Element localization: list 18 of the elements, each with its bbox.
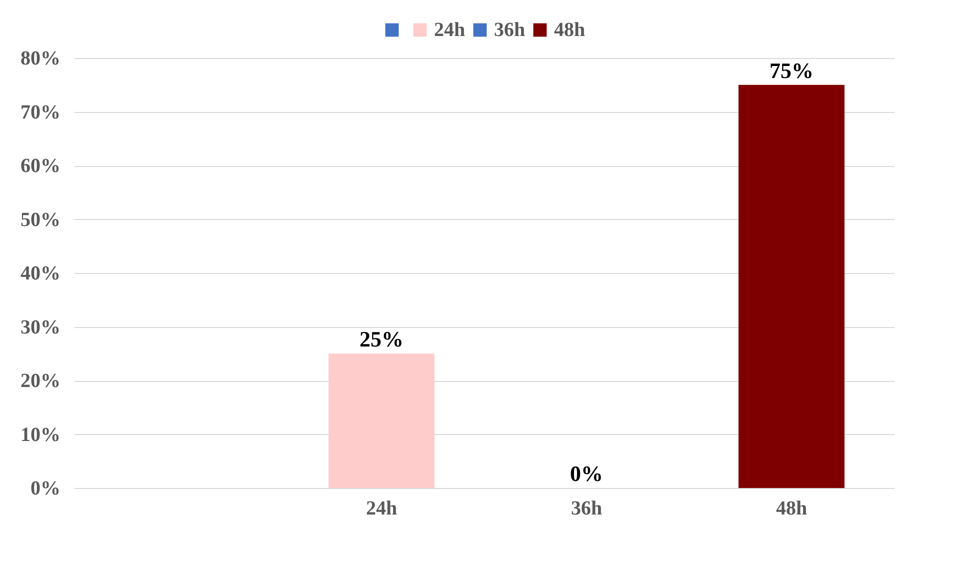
- y-tick-label: 50%: [20, 208, 60, 231]
- y-tick-label: 20%: [20, 370, 60, 392]
- y-tick-label: 80%: [20, 48, 60, 70]
- x-tick-label: 36h: [570, 498, 602, 520]
- data-label: 0%: [570, 461, 603, 486]
- data-label: 25%: [360, 326, 404, 352]
- legend-label: 48h: [554, 19, 586, 41]
- y-tick-label: 70%: [20, 101, 60, 124]
- y-tick-label: 0%: [30, 478, 60, 500]
- x-tick-label: 48h: [776, 498, 808, 520]
- data-label: 75%: [770, 58, 814, 83]
- y-tick-label: 30%: [20, 316, 60, 338]
- y-tick-label: 60%: [20, 155, 60, 177]
- y-tick-label: 10%: [20, 424, 60, 446]
- legend-label: 36h: [494, 19, 526, 41]
- y-tick-label: 40%: [20, 262, 60, 284]
- legend-label: 24h: [434, 19, 466, 41]
- x-tick-label: 24h: [366, 498, 398, 520]
